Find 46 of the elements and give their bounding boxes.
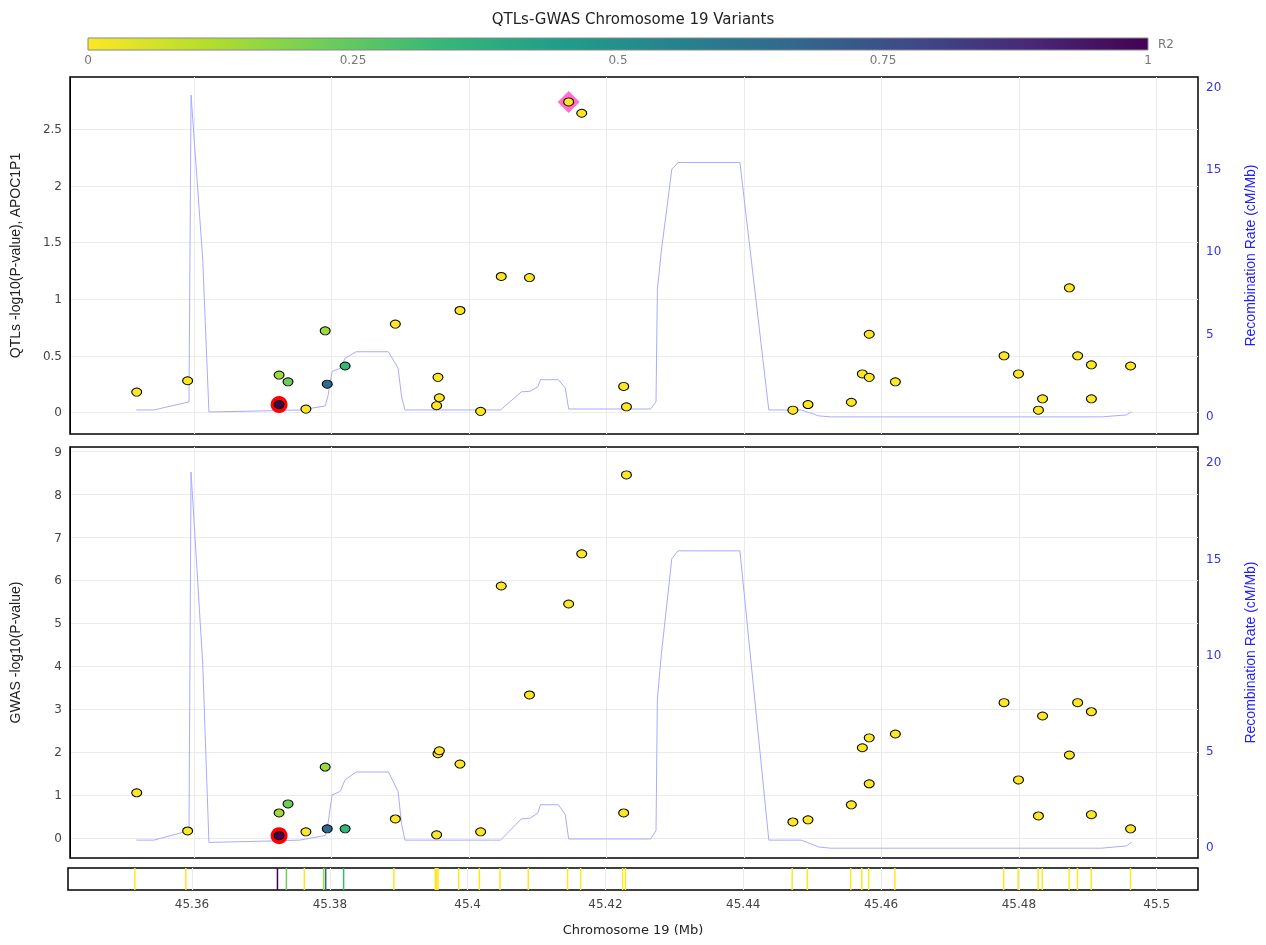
y-tick-label: 7 (54, 530, 62, 545)
y2-tick-label: 5 (1206, 743, 1214, 758)
x-tick-label: 45.36 (174, 897, 210, 911)
y-tick-label: 6 (54, 573, 62, 588)
x-axis-title: Chromosome 19 (Mb) (562, 922, 704, 937)
y-tick-label: 1 (54, 292, 62, 307)
y-tick-label: 4 (54, 659, 62, 674)
color-bar-label: 0.5 (608, 53, 628, 67)
y2-axis-title: Recombination Rate (cM/Mb) (1242, 164, 1258, 347)
color-bar-title: R2 (1158, 37, 1174, 51)
color-bar-label: 0.25 (339, 53, 367, 67)
y2-tick-label: 15 (1206, 162, 1222, 177)
y2-axis-title: Recombination Rate (cM/Mb) (1242, 561, 1258, 744)
y-axis-title: GWAS -log10(P-value) (7, 581, 23, 724)
y-tick-label: 9 (54, 444, 62, 459)
x-tick-label: 45.42 (588, 897, 623, 911)
y2-tick-label: 0 (1206, 408, 1214, 423)
chart-title: QTLs-GWAS Chromosome 19 Variants (491, 9, 775, 28)
x-tick-label: 45.46 (863, 897, 899, 911)
x-tick-label: 45.38 (312, 897, 348, 911)
y2-tick-label: 15 (1206, 551, 1222, 566)
y2-tick-label: 10 (1206, 244, 1222, 259)
x-tick-label: 45.44 (726, 897, 761, 911)
y-tick-label: 2 (54, 745, 62, 760)
y-axis-title: QTLs -log10(P-value), APOC1P1 (7, 152, 23, 359)
y-tick-label: 1.5 (42, 235, 62, 250)
y2-tick-label: 20 (1206, 455, 1222, 470)
color-bar-label: 0 (84, 53, 92, 67)
y2-tick-label: 20 (1206, 79, 1222, 94)
y2-tick-label: 10 (1206, 647, 1222, 662)
y-tick-label: 2 (54, 178, 62, 193)
y-tick-label: 0 (54, 405, 62, 420)
y2-tick-label: 5 (1206, 326, 1214, 341)
y2-tick-label: 0 (1206, 840, 1214, 855)
y-tick-label: 1 (54, 787, 62, 802)
color-bar-label: 0.75 (869, 53, 897, 67)
color-bar-label: 1 (1144, 53, 1152, 67)
y-tick-label: 3 (54, 702, 62, 717)
y-tick-label: 0.5 (42, 348, 62, 363)
y-tick-label: 8 (54, 487, 62, 502)
y-tick-label: 5 (54, 616, 62, 631)
y-tick-label: 2.5 (42, 122, 62, 137)
x-tick-label: 45.5 (1143, 897, 1171, 911)
x-tick-label: 45.48 (1001, 897, 1037, 911)
y-tick-label: 0 (54, 830, 62, 845)
x-tick-label: 45.4 (454, 897, 481, 911)
